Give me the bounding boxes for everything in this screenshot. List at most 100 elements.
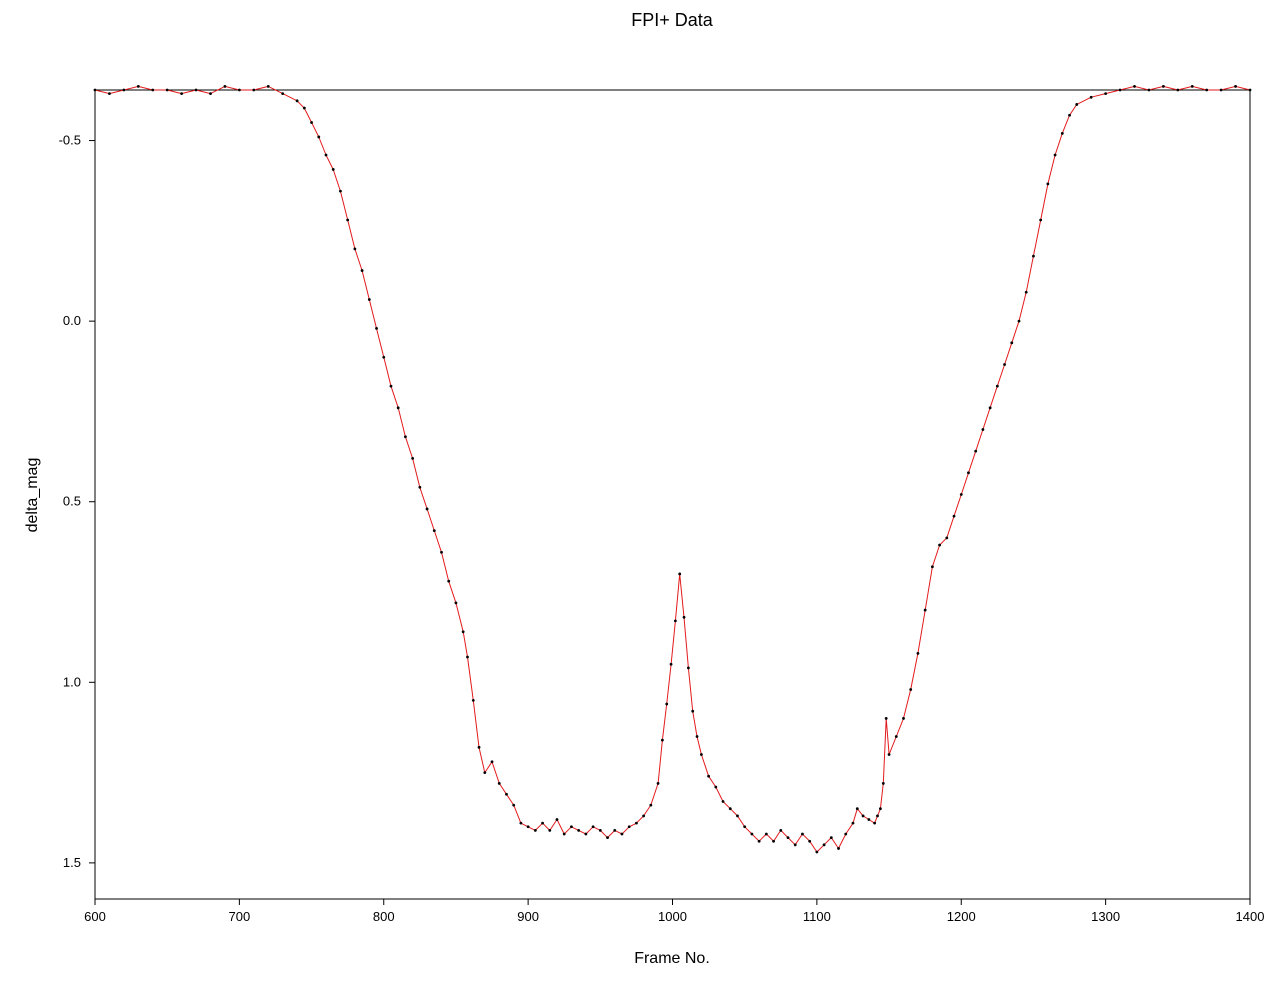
data-point xyxy=(471,698,475,702)
chart-title: FPI+ Data xyxy=(631,10,714,30)
data-point xyxy=(360,269,364,272)
y-axis-title: delta_mag xyxy=(24,458,41,533)
data-point xyxy=(1176,88,1180,92)
data-point xyxy=(867,818,871,821)
y-tick-label: 0.0 xyxy=(63,313,81,328)
data-point xyxy=(815,850,819,854)
data-point xyxy=(367,298,371,301)
data-point xyxy=(533,828,537,832)
data-point xyxy=(1075,103,1079,106)
data-point xyxy=(1234,84,1237,88)
data-point xyxy=(822,843,826,847)
data-point xyxy=(916,652,920,655)
data-point xyxy=(801,832,804,836)
data-point xyxy=(764,832,768,836)
data-point xyxy=(695,735,699,738)
data-point xyxy=(736,814,739,818)
data-point xyxy=(425,507,429,511)
data-point xyxy=(317,135,321,139)
data-point xyxy=(635,821,638,825)
data-point xyxy=(1024,290,1028,294)
data-point xyxy=(876,814,879,818)
data-point xyxy=(519,821,523,825)
data-point xyxy=(879,807,882,811)
data-point xyxy=(884,717,888,720)
data-point xyxy=(793,843,797,847)
data-point xyxy=(404,435,407,439)
data-point xyxy=(743,825,747,829)
data-point xyxy=(930,565,934,569)
data-point xyxy=(673,619,677,623)
data-point xyxy=(772,839,775,843)
data-point xyxy=(844,832,848,836)
data-point xyxy=(606,836,609,840)
data-point xyxy=(598,828,602,832)
data-point xyxy=(1039,218,1043,222)
data-point xyxy=(1003,363,1006,366)
data-point xyxy=(555,818,559,821)
data-point xyxy=(873,821,877,825)
data-point xyxy=(108,92,111,96)
data-point xyxy=(252,88,256,92)
data-point xyxy=(707,774,710,778)
data-point xyxy=(967,471,970,475)
data-point xyxy=(945,536,949,540)
data-point xyxy=(339,189,342,193)
data-point xyxy=(353,247,357,251)
data-point xyxy=(627,825,631,829)
data-point xyxy=(1190,84,1194,88)
data-point xyxy=(526,825,530,829)
data-point xyxy=(512,803,516,807)
data-point xyxy=(620,832,624,836)
data-point xyxy=(93,88,97,92)
data-point xyxy=(548,828,552,832)
data-point xyxy=(691,709,695,713)
data-point xyxy=(660,738,664,742)
data-point xyxy=(389,384,393,388)
data-point xyxy=(974,449,978,453)
data-point xyxy=(682,615,686,619)
data-point xyxy=(808,839,812,843)
data-point xyxy=(750,832,754,836)
y-axis: -0.5 0.0 0.5 1.0 1.5 xyxy=(59,133,95,870)
data-point xyxy=(1046,182,1050,186)
y-tick-label: 0.5 xyxy=(63,494,81,509)
data-point xyxy=(678,572,682,576)
data-point xyxy=(505,792,508,796)
data-point xyxy=(324,153,328,157)
data-point xyxy=(721,800,725,803)
x-tick-label: 1300 xyxy=(1091,909,1120,924)
data-point xyxy=(829,836,833,840)
data-point xyxy=(1161,84,1165,88)
data-point xyxy=(861,814,865,818)
data-point xyxy=(577,828,581,832)
data-point xyxy=(1219,88,1223,92)
x-tick-label: 1000 xyxy=(658,909,687,924)
data-point xyxy=(122,88,126,92)
y-tick-label: 1.5 xyxy=(63,855,81,870)
data-point xyxy=(757,839,761,843)
data-point xyxy=(562,832,566,836)
data-point xyxy=(669,662,673,666)
data-point xyxy=(656,782,660,785)
data-point xyxy=(1147,88,1151,92)
data-point xyxy=(310,121,313,124)
x-tick-label: 1400 xyxy=(1236,909,1265,924)
data-point xyxy=(988,406,992,410)
data-point xyxy=(779,828,783,832)
plot-frame xyxy=(94,89,1251,900)
data-point xyxy=(584,832,588,836)
data-point xyxy=(477,745,481,749)
data-point xyxy=(851,821,855,825)
data-point xyxy=(1133,84,1136,88)
data-series xyxy=(93,84,1252,854)
x-tick-label: 900 xyxy=(517,909,539,924)
data-point xyxy=(302,106,306,110)
data-point xyxy=(447,579,451,583)
data-point xyxy=(894,735,898,738)
data-point xyxy=(649,803,653,807)
data-point xyxy=(223,84,227,88)
x-axis: 600 700 800 900 1000 1100 1200 1300 1400 xyxy=(84,899,1264,924)
x-tick-label: 1100 xyxy=(803,909,831,924)
